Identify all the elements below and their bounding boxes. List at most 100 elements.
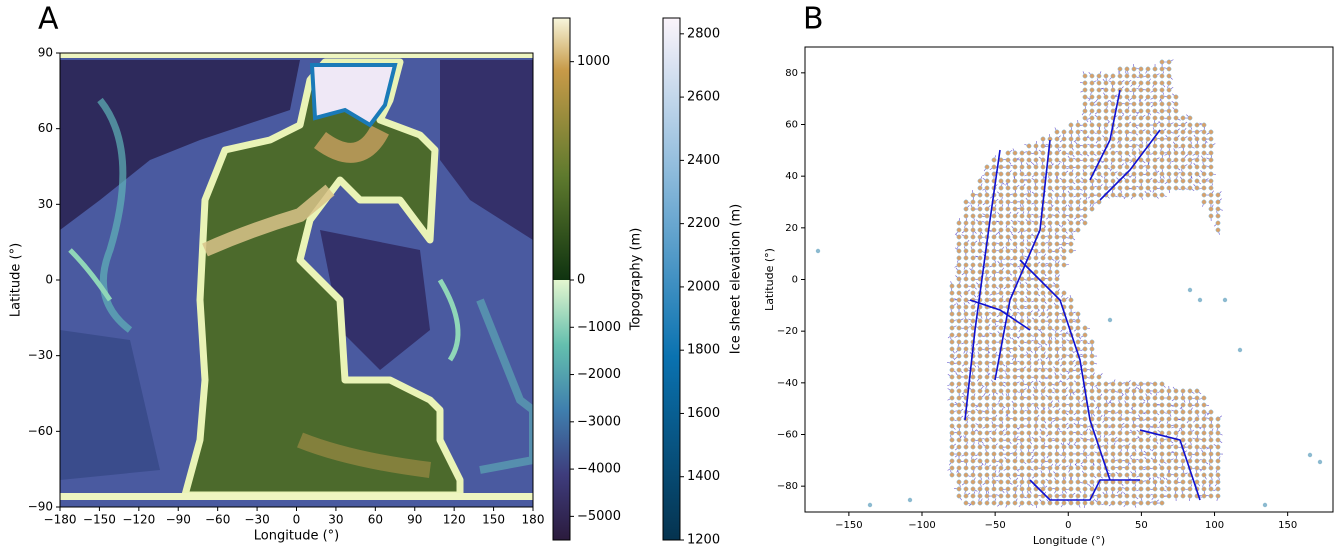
node — [1173, 171, 1179, 177]
node — [1033, 143, 1039, 149]
node — [1054, 353, 1060, 359]
node — [956, 262, 962, 268]
node — [1026, 213, 1032, 219]
node — [991, 479, 997, 485]
y-tick-label: 20 — [785, 223, 798, 234]
node — [1075, 486, 1081, 492]
node — [1082, 73, 1088, 79]
node — [1117, 409, 1123, 415]
node — [1019, 325, 1025, 331]
node — [1180, 465, 1186, 471]
node — [963, 374, 969, 380]
node — [1047, 437, 1053, 443]
node — [1047, 199, 1053, 205]
node — [1110, 164, 1116, 170]
node — [970, 199, 976, 205]
node — [1026, 262, 1032, 268]
node — [1068, 486, 1074, 492]
node — [1075, 472, 1081, 478]
node — [1019, 395, 1025, 401]
node — [1082, 80, 1088, 86]
node — [1061, 290, 1067, 296]
node — [1262, 502, 1268, 508]
node — [1040, 367, 1046, 373]
colorbar-tick-label: 2600 — [687, 90, 720, 105]
node — [1082, 136, 1088, 142]
node — [1131, 185, 1137, 191]
node — [977, 444, 983, 450]
node — [977, 353, 983, 359]
node — [1096, 73, 1102, 79]
node — [1194, 430, 1200, 436]
node — [1166, 80, 1172, 86]
node — [1110, 178, 1116, 184]
node — [1145, 381, 1151, 387]
node — [1152, 143, 1158, 149]
node — [1201, 465, 1207, 471]
node — [1033, 332, 1039, 338]
node — [970, 290, 976, 296]
node — [1103, 444, 1109, 450]
node — [1124, 465, 1130, 471]
node — [1033, 367, 1039, 373]
node — [1005, 213, 1011, 219]
node — [977, 339, 983, 345]
node — [1033, 283, 1039, 289]
node — [1117, 101, 1123, 107]
node — [1145, 101, 1151, 107]
node — [998, 437, 1004, 443]
node — [1068, 248, 1074, 254]
node — [1026, 444, 1032, 450]
node — [956, 486, 962, 492]
node — [1033, 220, 1039, 226]
node — [963, 248, 969, 254]
node — [970, 472, 976, 478]
node — [949, 367, 955, 373]
x-tick-label: −100 — [908, 520, 935, 531]
node — [1173, 178, 1179, 184]
node — [1152, 178, 1158, 184]
node — [1194, 164, 1200, 170]
node — [1103, 115, 1109, 121]
node — [1201, 143, 1207, 149]
node — [1201, 486, 1207, 492]
node — [1145, 444, 1151, 450]
node — [1054, 206, 1060, 212]
node — [1138, 164, 1144, 170]
node — [1103, 451, 1109, 457]
node — [991, 409, 997, 415]
node — [1089, 94, 1095, 100]
node — [1040, 157, 1046, 163]
node — [991, 283, 997, 289]
node — [956, 430, 962, 436]
node — [1026, 192, 1032, 198]
node — [1103, 94, 1109, 100]
node — [1096, 143, 1102, 149]
node — [1082, 423, 1088, 429]
river — [1029, 479, 1140, 501]
node — [1040, 416, 1046, 422]
node — [1061, 493, 1067, 499]
node — [984, 367, 990, 373]
node — [1208, 206, 1214, 212]
node — [1061, 430, 1067, 436]
node — [1194, 416, 1200, 422]
node — [963, 276, 969, 282]
node — [1040, 381, 1046, 387]
node — [1145, 66, 1151, 72]
node — [1145, 171, 1151, 177]
node — [991, 220, 997, 226]
node — [1173, 115, 1179, 121]
node — [991, 325, 997, 331]
node — [977, 234, 983, 240]
node — [1061, 367, 1067, 373]
node — [1131, 87, 1137, 93]
x-tick-label: −180 — [44, 513, 77, 527]
node — [949, 451, 955, 457]
node — [1180, 115, 1186, 121]
node — [1110, 136, 1116, 142]
x-tick-label: 0 — [293, 513, 301, 527]
node — [970, 500, 976, 506]
panel-label: A — [38, 2, 59, 37]
node — [1012, 311, 1018, 317]
